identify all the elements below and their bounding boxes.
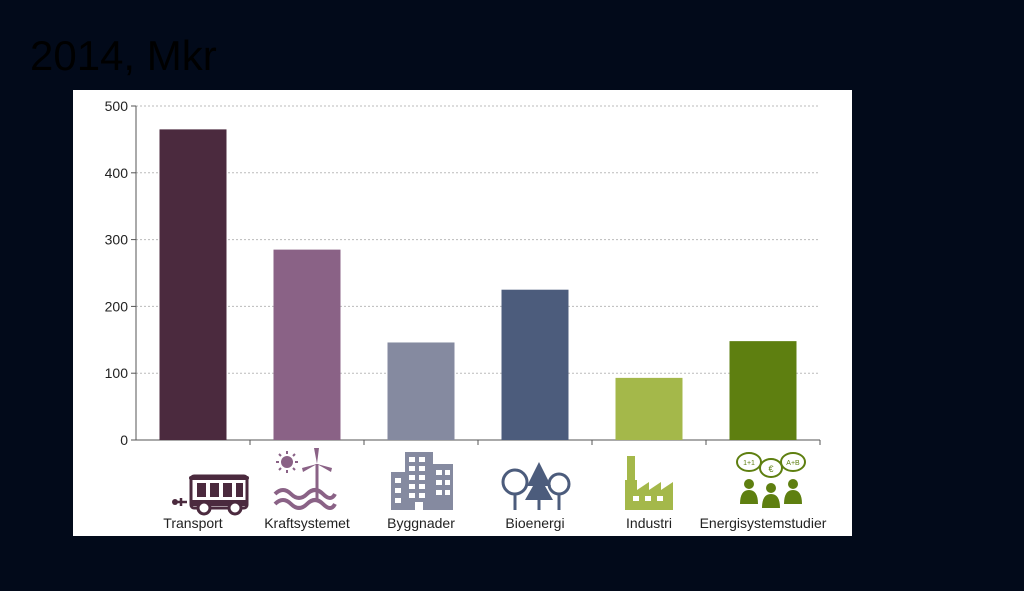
category-label-kraftsystemet: Kraftsystemet <box>264 515 350 531</box>
y-tick-label: 0 <box>120 432 128 448</box>
bar-industri <box>615 377 683 440</box>
svg-text:1+1: 1+1 <box>743 460 755 467</box>
bars <box>159 129 797 440</box>
svg-text:A+B: A+B <box>786 460 800 467</box>
category-label-byggnader: Byggnader <box>387 515 455 531</box>
svg-text:€: € <box>768 464 773 474</box>
category-label-energisystemstudier: Energisystemstudier <box>700 515 827 531</box>
y-tick-label: 500 <box>105 98 129 114</box>
category-label-transport: Transport <box>163 515 223 531</box>
bar-byggnader <box>387 342 455 440</box>
y-tick-label: 200 <box>105 298 129 314</box>
y-tick-label: 100 <box>105 365 129 381</box>
bar-chart: 0 100 200 300 400 500 <box>105 98 827 531</box>
people-discussion-icon: 1+1 € A+B <box>736 452 806 508</box>
bar-transport <box>159 129 227 440</box>
bus-icon <box>172 474 249 516</box>
wind-solar-wave-icon <box>273 448 337 510</box>
bar-energisystemstudier <box>729 341 797 440</box>
axes <box>131 105 821 445</box>
category-icons: 1+1 € A+B <box>172 448 806 516</box>
bar-bioenergi <box>501 289 569 440</box>
gridlines <box>136 105 820 374</box>
bar-kraftsystemet <box>273 249 341 440</box>
y-tick-labels: 0 100 200 300 400 500 <box>105 98 129 448</box>
category-labels: Transport Kraftsystemet Byggnader Bioenergi… <box>163 515 826 531</box>
y-tick-label: 400 <box>105 165 129 181</box>
trees-icon <box>501 462 571 510</box>
factory-icon <box>625 456 673 510</box>
y-tick-label: 300 <box>105 232 129 248</box>
slide-title: 2014, Mkr <box>30 32 217 79</box>
category-label-bioenergi: Bioenergi <box>505 515 564 531</box>
category-label-industri: Industri <box>626 515 672 531</box>
building-icon <box>391 452 453 510</box>
chart-panel: 0 100 200 300 400 500 <box>73 90 852 536</box>
